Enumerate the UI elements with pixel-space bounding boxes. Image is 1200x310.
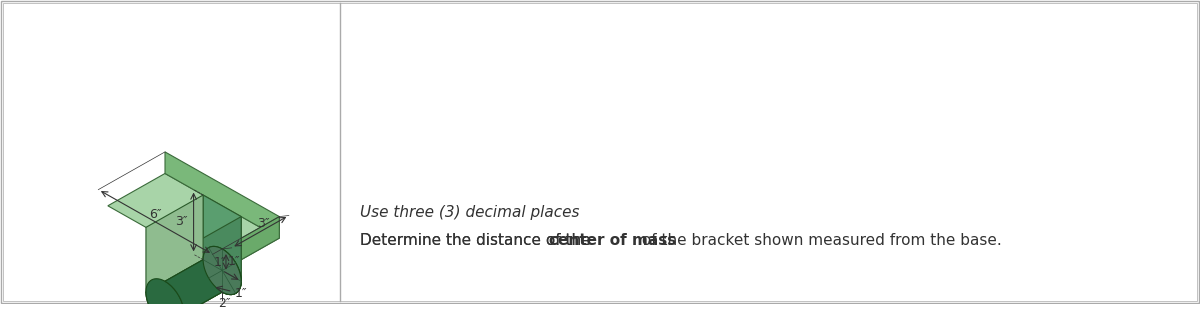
Text: 2″: 2″ [218, 297, 230, 310]
Text: 3″: 3″ [257, 217, 270, 230]
Polygon shape [203, 260, 241, 294]
Text: Determine the distance of the: Determine the distance of the [360, 232, 595, 248]
Polygon shape [146, 279, 184, 310]
Polygon shape [146, 260, 241, 310]
Polygon shape [203, 246, 241, 294]
Polygon shape [203, 246, 241, 294]
Text: 3″: 3″ [175, 215, 188, 228]
Text: 1″: 1″ [234, 287, 247, 300]
Text: of the bracket shown measured from the base.: of the bracket shown measured from the b… [637, 232, 1002, 248]
Text: 1″: 1″ [214, 256, 227, 269]
Polygon shape [146, 260, 241, 310]
Polygon shape [184, 217, 241, 310]
Polygon shape [222, 217, 280, 271]
Polygon shape [203, 195, 241, 281]
Text: Use three (3) decimal places: Use three (3) decimal places [360, 205, 580, 220]
Text: center of mass: center of mass [550, 232, 677, 248]
Text: 6″: 6″ [149, 208, 162, 221]
Polygon shape [146, 195, 203, 292]
Polygon shape [108, 174, 280, 271]
Text: 1″: 1″ [228, 255, 240, 268]
Polygon shape [146, 292, 184, 310]
Text: Determine the distance of the: Determine the distance of the [360, 232, 595, 248]
Polygon shape [166, 152, 280, 238]
Polygon shape [166, 249, 241, 310]
